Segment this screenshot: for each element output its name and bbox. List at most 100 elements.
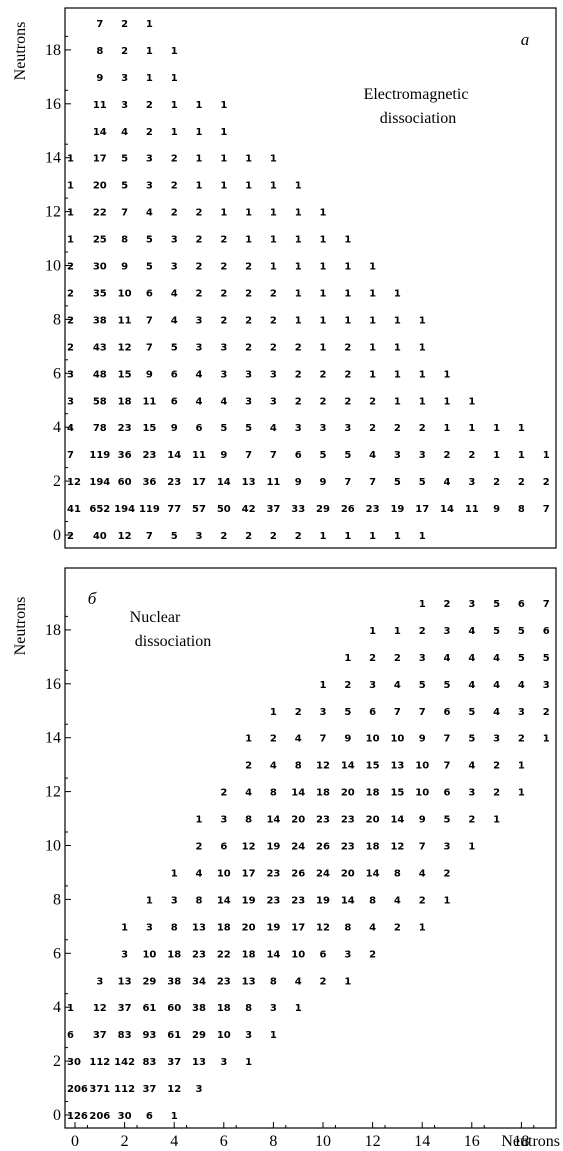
table-cell: 9	[96, 73, 103, 84]
table-cell: 38	[93, 315, 107, 326]
table-cell: 3	[394, 450, 401, 461]
table-cell: 5	[171, 342, 178, 353]
table-cell: 7	[419, 707, 426, 718]
annotation-line: dissociation	[135, 633, 211, 650]
table-cell: 3	[468, 599, 475, 610]
table-cell: 2	[344, 342, 351, 353]
table-cell: 1	[344, 531, 351, 542]
table-cell: 3	[67, 369, 74, 380]
table-cell: 1	[270, 262, 277, 273]
table-cell: 1	[270, 235, 277, 246]
table-cell: 10	[142, 949, 156, 960]
x-tick-label: 10	[315, 1133, 331, 1150]
table-cell: 8	[394, 868, 401, 879]
table-cell: 1	[543, 734, 550, 745]
table-cell: 2	[67, 342, 74, 353]
table-cell: 18	[366, 788, 380, 799]
table-cell: 1	[493, 423, 500, 434]
table-cell: 17	[242, 868, 256, 879]
table-cell: 2	[419, 423, 426, 434]
table-cell: 2	[444, 450, 451, 461]
table-cell: 3	[270, 396, 277, 407]
table-cell: 2	[344, 680, 351, 691]
table-cell: 60	[118, 477, 132, 488]
table-cell: 1	[320, 342, 327, 353]
table-cell: 40	[93, 531, 107, 542]
table-cell: 1	[419, 369, 426, 380]
table-cell: 4	[196, 396, 203, 407]
table-cell: 9	[493, 504, 500, 515]
table-cell: 14	[266, 949, 280, 960]
table-cell: 18	[118, 396, 132, 407]
x-tick-label: 18	[513, 1133, 529, 1150]
table-cell: 2	[295, 342, 302, 353]
table-cell: 9	[320, 477, 327, 488]
table-cell: 1	[171, 127, 178, 138]
table-cell: 11	[266, 477, 280, 488]
y-tick-label: 18	[45, 42, 61, 59]
x-tick-label: 12	[365, 1133, 381, 1150]
y-tick-label: 14	[45, 150, 61, 167]
table-cell: 4	[419, 868, 426, 879]
table-cell: 3	[121, 73, 128, 84]
table-cell: 4	[468, 680, 475, 691]
table-cell: 13	[242, 976, 256, 987]
table-cell: 23	[341, 815, 355, 826]
table-cell: 5	[146, 235, 153, 246]
table-cell: 2	[270, 342, 277, 353]
table-cell: 24	[316, 868, 330, 879]
table-cell: 37	[266, 504, 280, 515]
table-cell: 14	[291, 788, 305, 799]
table-cell: 4	[196, 868, 203, 879]
table-cell: 1	[518, 761, 525, 772]
table-cell: 2	[196, 262, 203, 273]
table-cell: 26	[316, 842, 330, 853]
annotation-line: Nuclear	[130, 609, 181, 626]
table-cell: 2	[196, 842, 203, 853]
table-cell: 3	[344, 949, 351, 960]
table-cell: 2	[67, 262, 74, 273]
table-cell: 1	[493, 450, 500, 461]
table-cell: 3	[67, 396, 74, 407]
y-tick-label: 0	[53, 527, 61, 544]
table-cell: 652	[89, 504, 110, 515]
table-cell: 8	[121, 235, 128, 246]
table-cell: 1	[295, 235, 302, 246]
panel-label: б	[88, 589, 97, 608]
table-cell: 1	[394, 369, 401, 380]
y-tick-label: 6	[53, 945, 61, 962]
table-cell: 4	[444, 477, 451, 488]
table-cell: 23	[266, 895, 280, 906]
table-cell: 1	[295, 315, 302, 326]
table-cell: 6	[444, 788, 451, 799]
panel-label: a	[521, 30, 530, 49]
table-cell: 7	[543, 599, 550, 610]
table-cell: 15	[390, 788, 404, 799]
y-tick-label: 8	[53, 891, 61, 908]
table-cell: 2	[67, 288, 74, 299]
table-cell: 2	[270, 734, 277, 745]
table-cell: 8	[369, 895, 376, 906]
plot-frame	[64, 567, 557, 1129]
table-cell: 8	[295, 761, 302, 772]
x-tick-label: 4	[170, 1133, 178, 1150]
table-cell: 8	[270, 976, 277, 987]
table-cell: 3	[369, 680, 376, 691]
table-cell: 9	[419, 815, 426, 826]
y-tick-label: 6	[53, 365, 61, 382]
x-axis-title: Neutrons	[501, 1133, 560, 1150]
table-cell: 1	[295, 262, 302, 273]
table-cell: 9	[121, 262, 128, 273]
table-cell: 2	[543, 707, 550, 718]
table-cell: 2	[295, 396, 302, 407]
table-cell: 4	[171, 315, 178, 326]
table-cell: 3	[295, 423, 302, 434]
table-cell: 1	[270, 1030, 277, 1041]
table-cell: 4	[468, 653, 475, 664]
table-cell: 1	[270, 181, 277, 192]
table-cell: 8	[196, 895, 203, 906]
table-cell: 1	[394, 315, 401, 326]
table-cell: 10	[118, 288, 132, 299]
table-cell: 1	[493, 815, 500, 826]
